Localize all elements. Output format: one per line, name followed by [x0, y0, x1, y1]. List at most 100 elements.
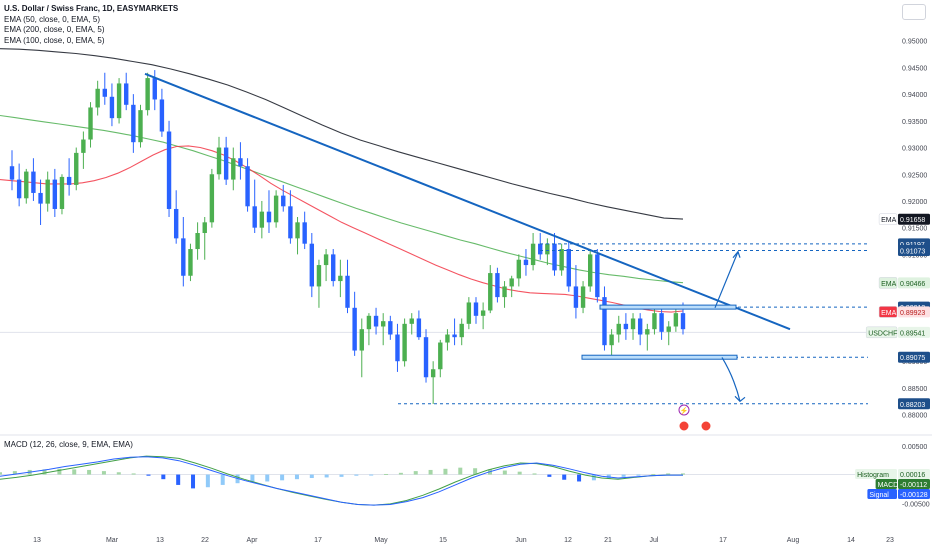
candle-body	[359, 329, 364, 351]
legend-ema50[interactable]: EMA (50, close, 0, EMA, 5)	[4, 14, 101, 24]
histogram-bar	[398, 472, 403, 475]
candle-body	[173, 208, 179, 239]
candle-body	[88, 107, 93, 140]
price-tag-value: 0.90466	[900, 281, 925, 288]
macd-tag-bg	[898, 479, 930, 489]
candle-body	[216, 147, 222, 175]
legend-ema100[interactable]: EMA (100, close, 0, EMA, 5)	[4, 35, 105, 45]
histogram-bar	[532, 473, 537, 475]
chart-settings-button[interactable]	[902, 4, 926, 20]
candle-body	[438, 342, 443, 370]
candle-body	[366, 315, 372, 330]
candle-body	[409, 318, 414, 324]
histogram-bar	[562, 474, 567, 480]
macd-tag-bg	[898, 489, 930, 499]
candle-body	[630, 318, 636, 330]
histogram-bar	[191, 474, 196, 489]
price-tag-bg	[898, 398, 930, 410]
candle-body	[116, 83, 122, 119]
histogram-bar	[280, 474, 285, 481]
histogram-bar	[146, 474, 151, 476]
level2-tag[interactable]: 0.91073	[898, 244, 930, 256]
candle-body	[445, 334, 450, 343]
candle-body	[109, 96, 115, 119]
lightning-icon	[678, 404, 690, 416]
candle-body	[145, 78, 150, 111]
candle-body	[181, 238, 186, 276]
macd-legend[interactable]: MACD (12, 26, close, 9, EMA, EMA)	[4, 440, 133, 449]
time-tick-label: 12	[564, 537, 572, 544]
histogram-bar	[250, 474, 255, 483]
candle-body	[195, 233, 200, 250]
candle-body	[45, 179, 50, 204]
time-tick-label: 13	[33, 537, 41, 544]
histogram-bar	[369, 474, 374, 476]
time-axis[interactable]: 13 Mar 13 22 Apr 17 May 15 Jun 12 21 Jul 17 Aug 14 23	[33, 537, 894, 544]
candle-body	[609, 334, 614, 346]
candle-body	[316, 265, 322, 287]
arrow-head-up	[732, 250, 741, 259]
price-tag-label-bg	[878, 277, 898, 289]
signal-tag[interactable]: -0.00128 Signal	[867, 489, 930, 499]
time-tick-label: Jun	[515, 537, 526, 544]
ema50-line	[0, 145, 684, 313]
histogram-bar	[72, 469, 77, 475]
level5-tag[interactable]: 0.88203	[898, 398, 930, 410]
candle-body	[588, 254, 593, 287]
histogram-bar	[502, 470, 507, 475]
candle-body	[152, 78, 157, 100]
price-tag-bg	[898, 326, 930, 338]
lightning-icon-glyph: ⚡	[680, 406, 689, 415]
histogram-bar	[577, 474, 582, 482]
candles	[9, 70, 686, 404]
candle-body	[502, 286, 507, 298]
histogram-bar	[309, 474, 314, 479]
symbol-title[interactable]: U.S. Dollar / Swiss Franc, 1D, EASYMARKE…	[4, 4, 179, 13]
candle-body	[59, 176, 65, 209]
us-flag-icon	[678, 420, 690, 432]
time-tick-label: Aug	[787, 537, 800, 544]
time-tick-label: 17	[314, 537, 322, 544]
legend-ema200[interactable]: EMA (200, close, 0, EMA, 5)	[4, 25, 105, 34]
histogram-bar	[413, 471, 418, 475]
price-tag-value: 0.88203	[900, 402, 925, 409]
price-axis[interactable]: 0.95000 0.94500 0.94000 0.93500 0.93000 0.925…	[855, 39, 930, 509]
price-tick-label: 0.95000	[902, 39, 927, 46]
projection-arrow-up	[714, 251, 739, 309]
histogram-bar	[131, 473, 136, 475]
time-tick-label: 17	[719, 537, 727, 544]
candle-body	[188, 249, 193, 276]
candle-body	[637, 318, 643, 335]
annotations[interactable]	[144, 72, 868, 405]
histogram-bar	[681, 473, 685, 475]
candle-body	[124, 83, 129, 105]
candle-body	[652, 313, 657, 330]
histogram-tag[interactable]: 0.00016 Histogram	[855, 469, 930, 479]
histogram-bar	[0, 472, 2, 475]
candle-body	[102, 88, 107, 97]
candle-body	[16, 179, 22, 199]
price-tag-label: EMA	[881, 217, 897, 224]
candle-body	[209, 174, 215, 223]
event-markers[interactable]: ⚡	[678, 404, 712, 432]
candle-body	[595, 254, 600, 298]
level4-tag[interactable]: 0.89075	[898, 351, 930, 363]
histogram-bar	[176, 474, 181, 485]
time-tick-label: Jul	[650, 537, 659, 544]
chart-legend: U.S. Dollar / Swiss Franc, 1D, EASYMARKE…	[4, 4, 178, 46]
candle-body	[295, 222, 300, 239]
projection-arrow-down	[721, 357, 741, 402]
histogram-bar	[354, 474, 359, 476]
candle-body	[416, 318, 422, 338]
histogram-bar	[294, 474, 299, 480]
macd-tag-value: -0.00128	[900, 492, 928, 499]
ema200-line	[0, 48, 684, 220]
macd-tag-label-bg	[875, 479, 897, 489]
price-tag-bg	[898, 306, 930, 318]
